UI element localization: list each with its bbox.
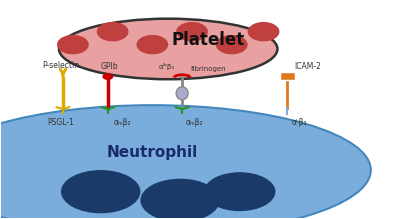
Text: αᴵᵇβ₃: αᴵᵇβ₃ bbox=[158, 63, 174, 70]
Ellipse shape bbox=[61, 170, 140, 213]
Text: fibrinogen: fibrinogen bbox=[191, 66, 226, 72]
Circle shape bbox=[103, 74, 113, 79]
Text: Neutrophil: Neutrophil bbox=[107, 145, 198, 160]
Text: Platelet: Platelet bbox=[171, 31, 244, 49]
Text: GPIb: GPIb bbox=[101, 62, 119, 71]
Ellipse shape bbox=[140, 179, 220, 219]
Text: αₘβ₂: αₘβ₂ bbox=[186, 118, 204, 127]
Ellipse shape bbox=[176, 87, 188, 100]
Text: αₘβ₂: αₘβ₂ bbox=[114, 118, 132, 127]
Text: P-selectin: P-selectin bbox=[42, 61, 80, 70]
Ellipse shape bbox=[248, 22, 280, 41]
Ellipse shape bbox=[57, 35, 89, 54]
Ellipse shape bbox=[59, 19, 278, 79]
FancyBboxPatch shape bbox=[280, 72, 294, 80]
Text: αᴸβ₂: αᴸβ₂ bbox=[291, 118, 307, 127]
Ellipse shape bbox=[97, 22, 128, 41]
Ellipse shape bbox=[136, 35, 168, 54]
Ellipse shape bbox=[176, 22, 208, 41]
Text: PSGL-1: PSGL-1 bbox=[48, 118, 74, 127]
Ellipse shape bbox=[216, 35, 248, 54]
Ellipse shape bbox=[0, 105, 371, 219]
Ellipse shape bbox=[204, 172, 276, 211]
Text: ICAM-2: ICAM-2 bbox=[294, 62, 322, 71]
